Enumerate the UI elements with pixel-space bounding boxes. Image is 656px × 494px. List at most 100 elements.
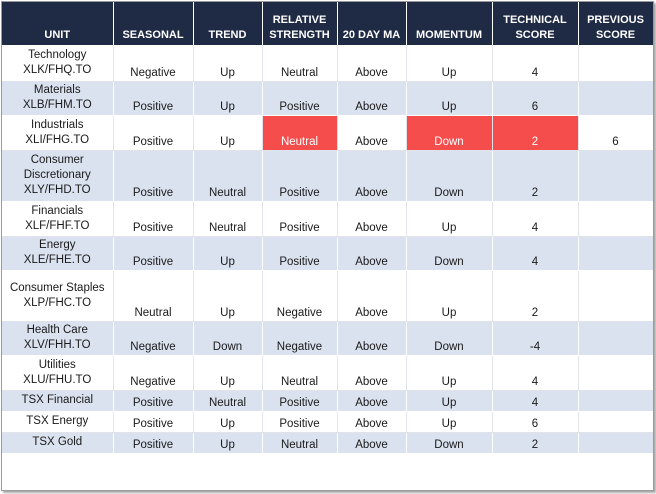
unit-cell: Financials XLF/FHF.TO bbox=[2, 201, 114, 237]
unit-label-line: XLY/FHD.TO bbox=[23, 184, 91, 196]
trend-cell-value: Up bbox=[220, 306, 235, 319]
technical-score-cell: 2 bbox=[492, 270, 579, 322]
ma-cell-value: Above bbox=[355, 340, 388, 353]
seasonal-cell-value: Positive bbox=[132, 417, 174, 430]
unit-cell: Industrials XLI/FHG.TO bbox=[2, 115, 114, 151]
unit-label-line: Industrials bbox=[31, 118, 84, 131]
table-row: Consumer Staples XLP/FHC.TO Neutral Up Negat… bbox=[2, 270, 653, 322]
relative-strength-cell: Neutral bbox=[262, 355, 338, 391]
trend-cell: Up bbox=[193, 432, 263, 454]
unit-label-line: Financials bbox=[31, 204, 84, 217]
seasonal-cell-value: Positive bbox=[132, 255, 174, 268]
seasonal-cell-value: Positive bbox=[132, 135, 174, 148]
ma-cell: Above bbox=[337, 81, 407, 116]
momentum-cell: Down bbox=[406, 150, 493, 202]
relative-strength-cell: Positive bbox=[262, 150, 338, 202]
table-row: Financials XLF/FHF.TO Positive Neutral Posit… bbox=[2, 201, 653, 237]
technical-score-cell: 2 bbox=[492, 150, 579, 202]
relative-strength-cell-value: Neutral bbox=[280, 375, 319, 388]
momentum-cell: Down bbox=[406, 115, 493, 151]
momentum-cell: Up bbox=[406, 201, 493, 237]
unit-cell: TSX Gold bbox=[2, 432, 114, 454]
technical-score-cell-value: 4 bbox=[531, 221, 539, 234]
technical-score-cell: 2 bbox=[492, 115, 579, 151]
trend-cell: Neutral bbox=[193, 390, 263, 412]
previous-score-cell bbox=[578, 270, 653, 322]
previous-score-cell bbox=[578, 355, 653, 391]
technical-score-cell-value: 6 bbox=[531, 417, 539, 430]
seasonal-cell: Positive bbox=[113, 201, 194, 237]
table-row: Consumer Discretionary XLY/FHD.TO Positive N… bbox=[2, 150, 653, 202]
ma-cell-value: Above bbox=[355, 255, 388, 268]
seasonal-cell: Positive bbox=[113, 411, 194, 433]
unit-label-line: XLU/FHU.TO bbox=[23, 373, 92, 386]
unit-cell: Technology XLK/FHQ.TO bbox=[2, 45, 114, 82]
seasonal-cell-value: Neutral bbox=[134, 306, 172, 319]
trend-cell: Up bbox=[193, 270, 263, 322]
previous-score-cell bbox=[578, 150, 653, 202]
trend-cell-value: Neutral bbox=[208, 186, 247, 199]
unit-label-line: TSX Energy bbox=[26, 415, 89, 427]
relative-strength-cell-value: Neutral bbox=[280, 135, 319, 148]
technical-score-cell-value: 6 bbox=[531, 100, 539, 113]
unit-label-line: XLF/FHF.TO bbox=[25, 219, 90, 232]
relative-strength-cell-value: Positive bbox=[279, 417, 320, 430]
technical-score-cell-value: 4 bbox=[531, 66, 539, 79]
trend-cell: Up bbox=[193, 81, 263, 116]
technical-score-cell: 4 bbox=[492, 390, 579, 412]
ma-cell: Above bbox=[337, 115, 407, 151]
technical-score-cell: 6 bbox=[492, 81, 579, 116]
ma-cell-value: Above bbox=[355, 66, 388, 79]
seasonal-cell-value: Negative bbox=[130, 340, 176, 353]
seasonal-cell: Negative bbox=[113, 321, 194, 356]
previous-score-cell bbox=[578, 432, 653, 454]
header-seasonal: SEASONAL bbox=[113, 2, 194, 45]
trend-cell: Down bbox=[193, 321, 263, 356]
technical-score-cell: 2 bbox=[492, 432, 579, 454]
unit-cell: Consumer Staples XLP/FHC.TO bbox=[2, 270, 114, 322]
previous-score-cell-value bbox=[579, 451, 653, 453]
table-row: Technology XLK/FHQ.TO Negative Up Neutral Abo… bbox=[2, 45, 653, 82]
relative-strength-cell: Positive bbox=[262, 201, 338, 237]
unit-label-line: Consumer Staples bbox=[9, 281, 105, 294]
unit-label-line: Technology bbox=[28, 48, 87, 61]
ma-cell: Above bbox=[337, 150, 407, 202]
momentum-cell: Down bbox=[406, 236, 493, 271]
trend-cell: Up bbox=[193, 236, 263, 271]
trend-cell-value: Neutral bbox=[208, 396, 247, 409]
relative-strength-cell: Neutral bbox=[262, 115, 338, 151]
momentum-cell-value: Down bbox=[434, 340, 464, 353]
ma-cell: Above bbox=[337, 236, 407, 271]
unit-label-line: Materials bbox=[33, 84, 81, 96]
momentum-cell: Up bbox=[406, 81, 493, 116]
header-trend: TREND bbox=[193, 2, 263, 45]
unit-label-line: TSX Gold bbox=[32, 436, 83, 448]
relative-strength-cell: Negative bbox=[262, 270, 338, 322]
ma-cell: Above bbox=[337, 432, 407, 454]
relative-strength-cell: Positive bbox=[262, 81, 338, 116]
momentum-cell-value: Up bbox=[441, 221, 457, 234]
unit-cell: TSX Energy bbox=[2, 411, 114, 433]
previous-score-cell bbox=[578, 45, 653, 82]
unit-label-line: XLV/FHH.TO bbox=[23, 339, 91, 351]
relative-strength-cell-value: Neutral bbox=[280, 66, 319, 79]
header-unit: UNIT bbox=[2, 2, 114, 45]
ma-cell: Above bbox=[337, 411, 407, 433]
technical-score-cell-value: 2 bbox=[531, 135, 539, 148]
seasonal-cell: Positive bbox=[113, 432, 194, 454]
table-row: Materials XLB/FHM.TO Positive Up Positive Abo… bbox=[2, 81, 653, 116]
relative-strength-cell: Neutral bbox=[262, 432, 338, 454]
unit-label-line: XLE/FHE.TO bbox=[23, 254, 91, 266]
unit-label-line: Utilities bbox=[38, 358, 76, 371]
ma-cell-value: Above bbox=[355, 135, 388, 148]
momentum-cell-value: Up bbox=[441, 306, 457, 319]
seasonal-cell: Positive bbox=[113, 150, 194, 202]
ma-cell: Above bbox=[337, 321, 407, 356]
table-row: TSX Financial Positive Neutral Positive Abov… bbox=[2, 390, 653, 412]
unit-label-line: XLP/FHC.TO bbox=[23, 296, 92, 309]
momentum-cell-value: Up bbox=[441, 66, 457, 79]
relative-strength-cell-value: Neutral bbox=[280, 438, 319, 451]
relative-strength-cell-value: Positive bbox=[279, 186, 320, 199]
header-20-day-ma: 20 DAY MA bbox=[337, 2, 407, 45]
